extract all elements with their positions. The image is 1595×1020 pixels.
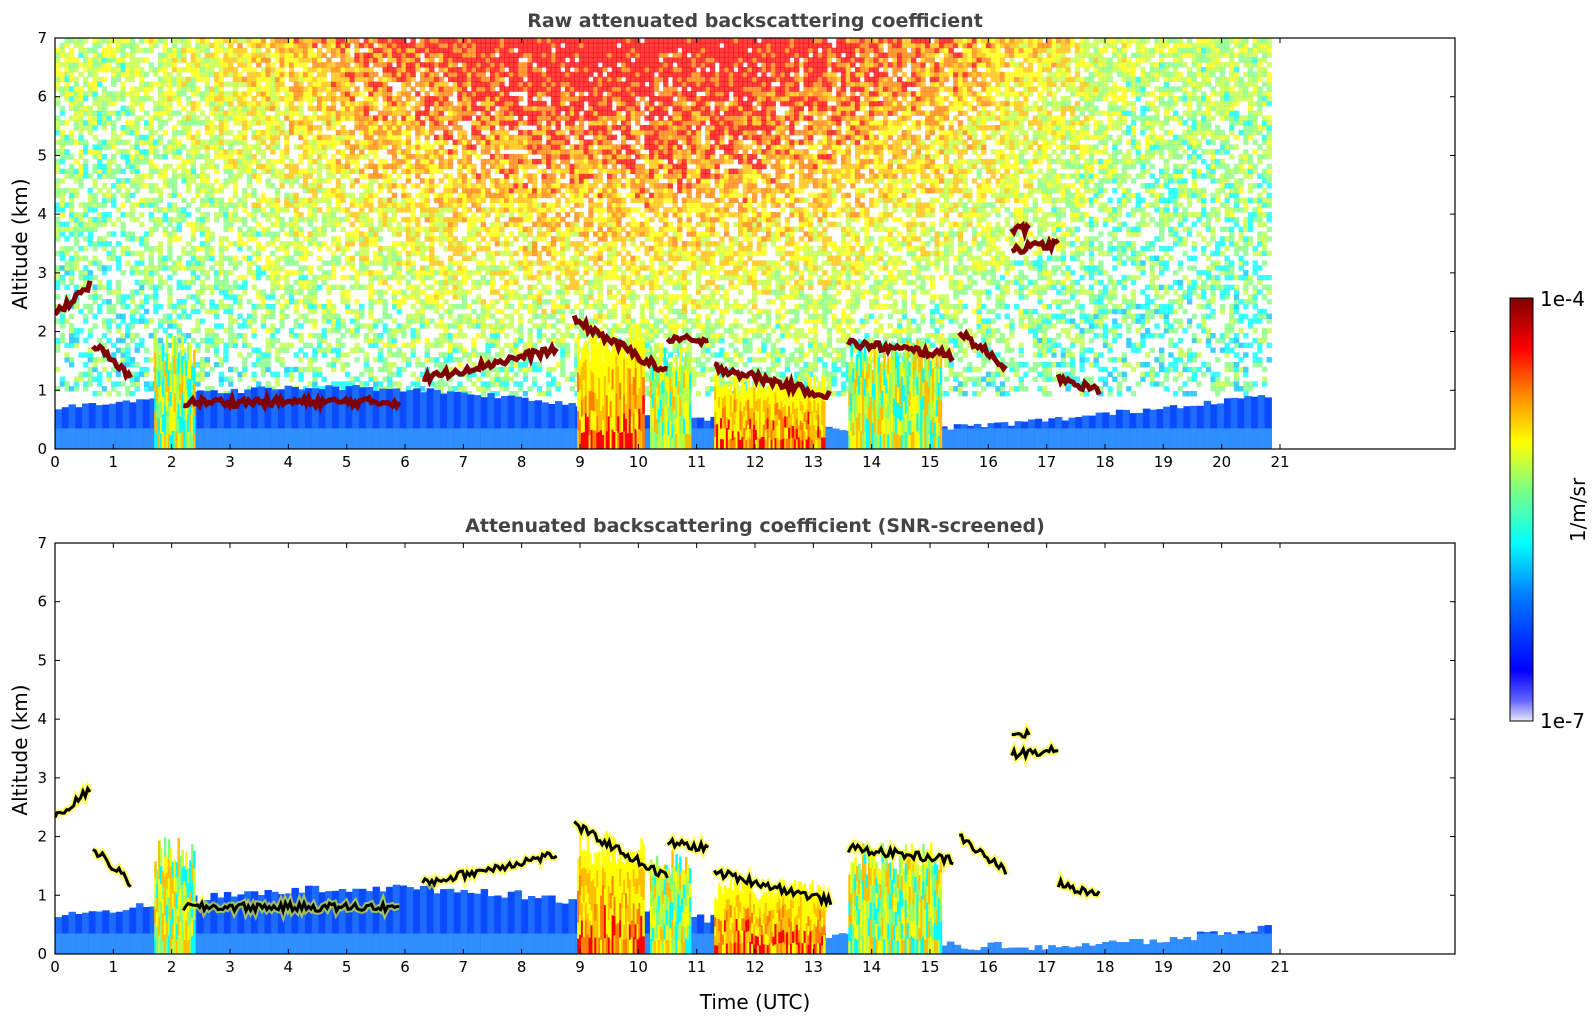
x-tick-label: 19 [1154,453,1173,471]
x-tick-label: 0 [50,453,60,471]
x-tick-label: 13 [804,958,823,976]
y-tick-label: 1 [37,886,47,904]
y-tick-label: 7 [37,29,47,47]
colorbar-unit-label: 1/m/sr [1566,477,1590,542]
x-tick-label: 19 [1154,958,1173,976]
x-tick-label: 11 [687,453,706,471]
x-tick-label: 21 [1270,453,1289,471]
x-tick-label: 4 [284,453,294,471]
precip-column [650,850,692,954]
panel-screened: Attenuated backscattering coefficient (S… [8,515,1456,1014]
x-tick-label: 2 [167,453,177,471]
panel-raw-title: Raw attenuated backscattering coefficien… [527,10,983,32]
x-tick-label: 15 [920,958,939,976]
backscatter-field [55,722,1272,954]
y-tick-label: 1 [37,381,47,399]
x-tick-label: 0 [50,958,60,976]
precip-column [848,843,943,954]
y-tick-label: 3 [37,769,47,787]
y-tick-label: 2 [37,323,47,341]
panel-raw: Raw attenuated backscattering coefficien… [8,10,1456,471]
y-tick-label: 0 [37,945,47,963]
precip-column [714,878,826,954]
colorbar-max-label: 1e-4 [1540,287,1585,311]
panel-raw-ylabel: Altitude (km) [8,178,32,309]
y-tick-label: 5 [37,146,47,164]
panel-screened-xlabel: Time (UTC) [699,990,811,1014]
x-tick-label: 6 [400,453,410,471]
colorbar: 1e-4 1e-7 1/m/sr [1509,287,1590,733]
x-tick-label: 20 [1212,958,1231,976]
x-tick-label: 8 [517,958,527,976]
x-tick-label: 7 [459,453,469,471]
panel-screened-ylabel: Altitude (km) [8,684,32,815]
x-tick-label: 1 [109,453,119,471]
y-tick-label: 4 [37,710,47,728]
backscatter-field [55,38,1272,449]
y-tick-label: 6 [37,88,47,106]
y-tick-label: 4 [37,205,47,223]
y-tick-label: 7 [37,534,47,552]
colorbar-scale [1509,297,1534,722]
x-tick-label: 10 [629,958,648,976]
y-tick-label: 0 [37,440,47,458]
x-tick-label: 12 [745,453,764,471]
noise-field [55,38,1272,397]
x-tick-label: 7 [459,958,469,976]
y-tick-label: 6 [37,593,47,611]
x-tick-label: 11 [687,958,706,976]
precip-column [848,337,943,449]
x-tick-label: 5 [342,958,352,976]
x-tick-label: 20 [1212,453,1231,471]
x-tick-label: 15 [920,453,939,471]
x-tick-label: 2 [167,958,177,976]
panel-screened-plot: 0 1 2 3 4 5 6 7 8 9 10 11 12 13 14 15 16 17 18 19 20 21012345… [37,534,1456,976]
colorbar-min-label: 1e-7 [1540,709,1585,733]
precip-column [577,831,645,954]
x-tick-label: 17 [1037,453,1056,471]
x-tick-label: 18 [1095,453,1114,471]
y-tick-label: 5 [37,651,47,669]
precip-column [650,345,692,449]
x-tick-label: 12 [745,958,764,976]
cloud-layers [55,722,1103,924]
x-tick-label: 9 [575,453,585,471]
precip-column [154,333,196,449]
x-tick-label: 16 [979,453,998,471]
panel-screened-title: Attenuated backscattering coefficient (S… [465,515,1045,537]
y-tick-label: 2 [37,828,47,846]
panel-raw-plot: 0 1 2 3 4 5 6 7 8 9 10 11 12 13 14 15 16 17 18 19 20 21012345… [37,29,1456,471]
x-tick-label: 9 [575,958,585,976]
x-tick-label: 13 [804,453,823,471]
x-tick-label: 16 [979,958,998,976]
cloud-layers [55,220,1102,414]
x-tick-label: 6 [400,958,410,976]
x-tick-label: 5 [342,453,352,471]
x-tick-label: 14 [862,453,881,471]
x-tick-label: 18 [1095,958,1114,976]
x-tick-label: 3 [225,453,235,471]
x-tick-label: 21 [1270,958,1289,976]
x-tick-label: 17 [1037,958,1056,976]
x-tick-label: 10 [629,453,648,471]
precip-column [154,837,196,954]
x-tick-label: 4 [284,958,294,976]
x-tick-label: 1 [109,958,119,976]
x-tick-label: 8 [517,453,527,471]
y-tick-label: 3 [37,264,47,282]
x-tick-label: 3 [225,958,235,976]
x-tick-label: 14 [862,958,881,976]
